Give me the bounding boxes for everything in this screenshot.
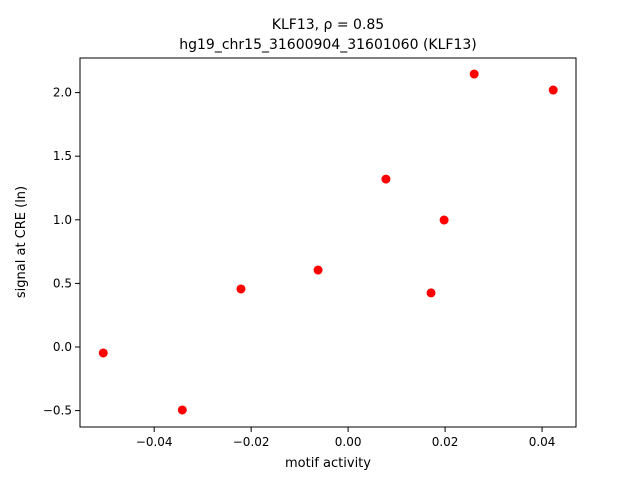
x-tick-label: 0.02 — [432, 435, 459, 449]
point — [177, 405, 187, 415]
x-tick-label: −0.02 — [233, 435, 270, 449]
point — [548, 85, 558, 95]
plot-frame — [79, 57, 577, 428]
x-tick-label: 0.04 — [529, 435, 556, 449]
chart-subtitle: hg19_chr15_31600904_31601060 (KLF13) — [179, 37, 476, 53]
point — [381, 174, 391, 184]
y-tick-label: 0.0 — [53, 340, 72, 354]
y-tick-label: 0.5 — [53, 276, 72, 290]
x-axis-label: motif activity — [285, 456, 371, 471]
y-tick-label: 2.0 — [53, 86, 72, 100]
point — [426, 288, 436, 298]
y-tick-label: −0.5 — [43, 404, 72, 418]
y-tick-label: 1.5 — [53, 149, 72, 163]
y-tick-label: 1.0 — [53, 213, 72, 227]
point — [439, 215, 449, 225]
x-tick-label: −0.04 — [136, 435, 173, 449]
point — [469, 69, 479, 79]
point — [236, 284, 246, 294]
point — [98, 348, 108, 358]
y-axis-label: signal at CRE (ln) — [14, 186, 29, 298]
point — [313, 265, 323, 275]
chart-title: KLF13, ρ = 0.85 — [272, 17, 384, 33]
x-tick-label: 0.00 — [335, 435, 362, 449]
